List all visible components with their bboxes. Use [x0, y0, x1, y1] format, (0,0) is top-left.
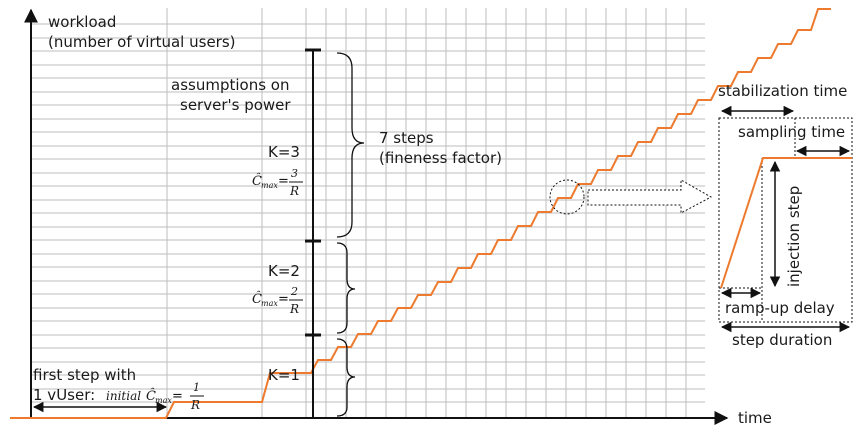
injection-step-label: injection step: [785, 186, 803, 287]
first-step-label-2: 1 vUser:: [33, 386, 95, 404]
detail-step-curve: [720, 157, 852, 289]
svg-text:=: =: [172, 389, 183, 404]
step-detail-panel: stabilization time sampling time injecti…: [718, 82, 853, 349]
formula-k2: Ĉ max = 2 R: [252, 285, 303, 316]
step-duration-label: step duration: [732, 331, 832, 349]
x-axis-label: time: [738, 409, 772, 427]
svg-text:R: R: [289, 302, 299, 316]
zoom-circle: [549, 179, 585, 215]
k3-label: K=3: [268, 143, 300, 161]
svg-text:=: =: [278, 174, 289, 189]
sampling-time-label: sampling time: [738, 123, 845, 141]
svg-text:1: 1: [193, 381, 200, 394]
y-axis-label: workload: [48, 13, 116, 31]
svg-text:Ĉ: Ĉ: [252, 290, 262, 307]
svg-text:max: max: [261, 299, 278, 308]
svg-text:3: 3: [291, 167, 298, 180]
brace-k2: [336, 242, 356, 334]
formula-initial: initial Ĉ max = 1 R: [106, 381, 204, 412]
brace-k1: [336, 338, 356, 417]
svg-text:initial: initial: [106, 389, 141, 403]
svg-text:=: =: [278, 292, 289, 307]
svg-text:R: R: [190, 398, 200, 412]
workload-staircase-curve: [10, 8, 831, 419]
stabilization-time-label: stabilization time: [718, 82, 847, 100]
brace-k3: [336, 52, 365, 238]
svg-text:Ĉ: Ĉ: [146, 387, 156, 404]
grid-lines: [31, 8, 705, 418]
svg-text:R: R: [289, 184, 299, 198]
assumptions-label: assumptions on: [171, 76, 289, 94]
y-axis-label-unit: (number of virtual users): [48, 33, 236, 51]
steps-label: 7 steps: [379, 129, 434, 147]
zoom-arrow: [587, 179, 713, 214]
svg-text:2: 2: [290, 285, 298, 298]
assumptions-label-2: server's power: [180, 96, 291, 114]
k1-label: K=1: [268, 366, 300, 384]
svg-text:max: max: [155, 396, 172, 405]
svg-text:Ĉ: Ĉ: [252, 172, 262, 189]
fineness-label: (fineness factor): [379, 149, 502, 167]
ramp-up-delay-label: ramp-up delay: [725, 299, 835, 317]
first-step-label: first step with: [33, 366, 136, 384]
k2-label: K=2: [268, 262, 300, 280]
formula-k3: Ĉ max = 3 R: [252, 167, 303, 198]
svg-text:max: max: [261, 181, 278, 190]
